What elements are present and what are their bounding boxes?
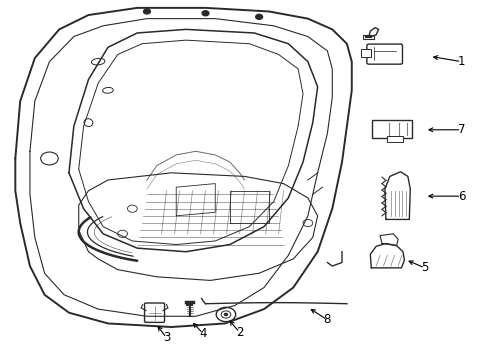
Ellipse shape: [91, 58, 105, 65]
FancyBboxPatch shape: [144, 303, 164, 322]
Text: 4: 4: [199, 327, 206, 340]
FancyBboxPatch shape: [371, 120, 411, 138]
Circle shape: [202, 11, 208, 16]
Text: 8: 8: [323, 313, 330, 327]
Text: 5: 5: [420, 261, 427, 274]
FancyBboxPatch shape: [366, 44, 402, 64]
FancyBboxPatch shape: [360, 49, 370, 57]
Text: 7: 7: [457, 123, 464, 136]
Circle shape: [255, 14, 262, 19]
Text: 6: 6: [457, 190, 464, 203]
FancyBboxPatch shape: [363, 35, 373, 40]
Circle shape: [224, 314, 227, 316]
Ellipse shape: [84, 119, 93, 127]
FancyBboxPatch shape: [386, 135, 402, 142]
Text: 3: 3: [163, 331, 170, 344]
Text: 1: 1: [457, 55, 464, 68]
Text: 2: 2: [235, 326, 243, 339]
Ellipse shape: [102, 87, 113, 93]
Circle shape: [143, 9, 150, 14]
